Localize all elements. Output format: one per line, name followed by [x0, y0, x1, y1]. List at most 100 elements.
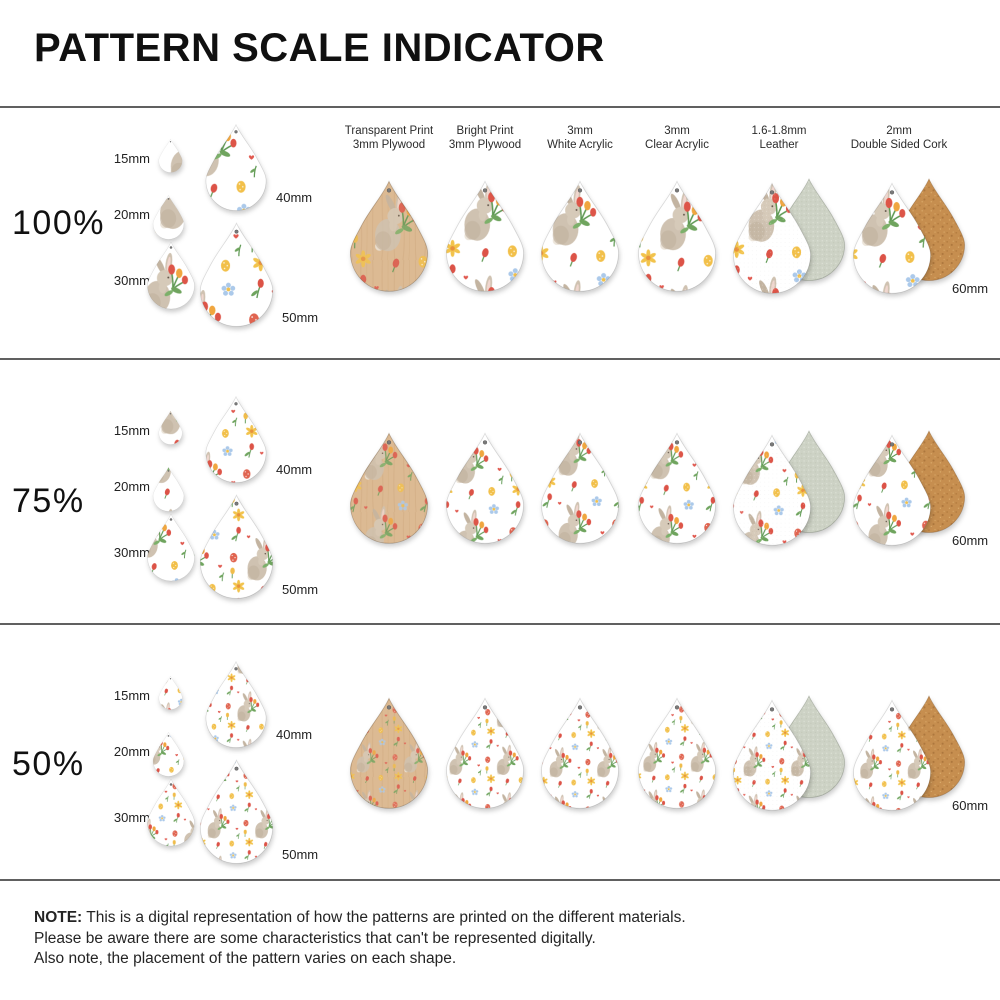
teardrop-60mm-bright-plywood: [446, 697, 524, 809]
scale-section-75: 75% 15mm 20mm 30mm 40mm: [0, 358, 1000, 623]
material-header-line2: White Acrylic: [547, 139, 613, 151]
teardrop-60mm-leather: [733, 434, 811, 546]
teardrop-60mm-transparent-plywood: [350, 180, 428, 292]
material-header-white-acrylic: 3mm White Acrylic: [505, 124, 655, 152]
teardrop-15mm-bright-plywood: [158, 138, 183, 173]
scale-section-100: 100% 15mm 20mm 30mm 40mm: [0, 106, 1000, 358]
material-sample-transparent-plywood: [341, 695, 437, 815]
teardrop-60mm-clear-acrylic: [638, 432, 716, 544]
teardrop-60mm-white-acrylic: [541, 432, 619, 544]
teardrop-60mm-cork: [853, 434, 931, 546]
material-sample-leather: [731, 430, 867, 550]
size-label-40mm: 40mm: [276, 462, 313, 477]
size-label-20mm: 20mm: [113, 744, 150, 759]
scale-percent-label: 100%: [12, 204, 105, 242]
material-samples-row: Transparent Print 3mm Plywood Bright Pri…: [341, 125, 1000, 308]
material-sample-leather: 1.6-1.8mm Leather: [731, 125, 867, 298]
size-label-40mm: 40mm: [276, 727, 313, 742]
material-header-transparent-plywood: Transparent Print 3mm Plywood: [314, 124, 464, 152]
teardrop-60mm-bright-plywood: [446, 180, 524, 292]
large-size-label-60mm: 60mm: [952, 798, 989, 813]
material-header-clear-acrylic: 3mm Clear Acrylic: [602, 124, 752, 152]
material-samples-row: 60mm: [341, 430, 1000, 560]
material-sample-leather: [731, 695, 867, 815]
size-label-20mm: 20mm: [113, 207, 150, 222]
size-label-40mm: 40mm: [276, 190, 313, 205]
material-sample-cork: [851, 430, 987, 550]
teardrop-50mm-bright-plywood: [199, 494, 274, 599]
size-label-15mm: 15mm: [113, 151, 150, 166]
teardrop-50mm-bright-plywood: [199, 222, 274, 327]
material-header-line1: 3mm: [567, 125, 593, 137]
material-sample-white-acrylic: [532, 695, 628, 815]
size-chart: 15mm 20mm 30mm 40mm: [100, 625, 345, 879]
material-header-line1: 3mm: [664, 125, 690, 137]
teardrop-60mm-transparent-plywood: [350, 432, 428, 544]
note-prefix: NOTE:: [34, 909, 83, 926]
material-sample-clear-acrylic: [629, 695, 725, 815]
material-sample-bright-plywood: [437, 695, 533, 815]
teardrop-60mm-clear-acrylic: [638, 697, 716, 809]
teardrop-60mm-cork: [853, 182, 931, 294]
scale-percent-label: 75%: [12, 482, 85, 520]
large-size-label-60mm: 60mm: [952, 533, 989, 548]
size-chart: 15mm 20mm 30mm 40mm: [100, 108, 345, 358]
size-label-15mm: 15mm: [113, 423, 150, 438]
material-header-line2: Double Sided Cork: [850, 139, 948, 151]
material-sample-clear-acrylic: 3mm Clear Acrylic: [629, 125, 725, 298]
material-header-cork: 2mm Double Sided Cork: [824, 124, 974, 152]
material-sample-cork: 2mm Double Sided Cork: [851, 125, 987, 298]
teardrop-60mm-bright-plywood: [446, 432, 524, 544]
large-size-label-60mm: 60mm: [952, 281, 989, 296]
note-line-3: Also note, the placement of the pattern …: [34, 950, 457, 967]
material-sample-clear-acrylic: [629, 430, 725, 550]
size-label-50mm: 50mm: [282, 310, 319, 325]
teardrop-60mm-cork: [853, 699, 931, 811]
teardrop-60mm-white-acrylic: [541, 697, 619, 809]
size-label-20mm: 20mm: [113, 479, 150, 494]
material-header-bright-plywood: Bright Print 3mm Plywood: [410, 124, 560, 152]
scale-sections: 100% 15mm 20mm 30mm 40mm: [0, 106, 1000, 881]
material-sample-transparent-plywood: Transparent Print 3mm Plywood: [341, 125, 437, 298]
material-header-line1: Bright Print: [456, 125, 514, 137]
material-header-leather: 1.6-1.8mm Leather: [704, 124, 854, 152]
teardrop-60mm-leather: [733, 699, 811, 811]
teardrop-20mm-bright-plywood: [152, 731, 185, 777]
teardrop-60mm-white-acrylic: [541, 180, 619, 292]
material-sample-cork: [851, 695, 987, 815]
note-line-1-text: This is a digital representation of how …: [86, 909, 686, 926]
teardrop-15mm-bright-plywood: [158, 675, 183, 710]
teardrop-20mm-bright-plywood: [152, 194, 185, 240]
material-header-line1: Transparent Print: [344, 125, 434, 137]
teardrop-60mm-transparent-plywood: [350, 697, 428, 809]
size-label-50mm: 50mm: [282, 847, 319, 862]
page-title: PATTERN SCALE INDICATOR: [34, 26, 605, 70]
note-line-2: Please be aware there are some character…: [34, 929, 596, 947]
teardrop-30mm-bright-plywood: [147, 778, 195, 847]
teardrop-15mm-bright-plywood: [158, 410, 183, 445]
material-sample-bright-plywood: Bright Print 3mm Plywood: [437, 125, 533, 298]
teardrop-20mm-bright-plywood: [152, 466, 185, 512]
material-sample-transparent-plywood: [341, 430, 437, 550]
material-sample-bright-plywood: [437, 430, 533, 550]
material-header-line2: 3mm Plywood: [448, 139, 522, 151]
teardrop-40mm-bright-plywood: [205, 395, 267, 483]
size-label-30mm: 30mm: [113, 273, 150, 288]
material-sample-white-acrylic: [532, 430, 628, 550]
note: NOTE: This is a digital representation o…: [34, 908, 686, 970]
note-line-1: NOTE: This is a digital representation o…: [34, 908, 686, 929]
material-samples-row: 60mm: [341, 695, 1000, 825]
teardrop-40mm-bright-plywood: [205, 123, 267, 211]
teardrop-60mm-clear-acrylic: [638, 180, 716, 292]
size-label-30mm: 30mm: [113, 810, 150, 825]
size-label-30mm: 30mm: [113, 545, 150, 560]
material-header-line2: Clear Acrylic: [645, 139, 709, 151]
teardrop-30mm-bright-plywood: [147, 241, 195, 310]
scale-section-50: 50% 15mm 20mm 30mm 40mm: [0, 623, 1000, 881]
size-label-50mm: 50mm: [282, 582, 319, 597]
material-sample-white-acrylic: 3mm White Acrylic: [532, 125, 628, 298]
teardrop-40mm-bright-plywood: [205, 660, 267, 748]
teardrop-30mm-bright-plywood: [147, 513, 195, 582]
material-header-line2: Leather: [759, 139, 799, 151]
